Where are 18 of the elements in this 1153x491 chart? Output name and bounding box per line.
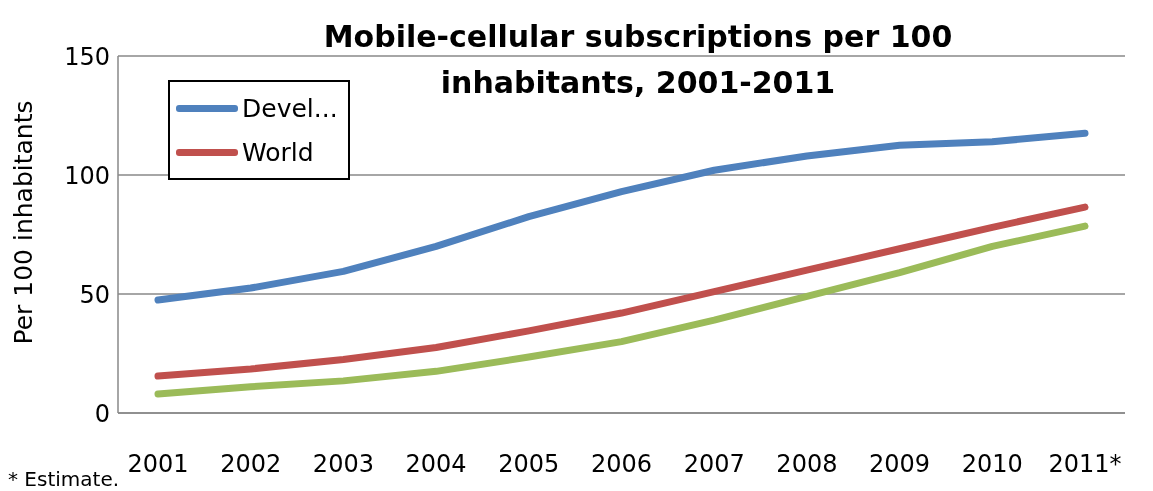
x-tick-label: 2005 — [498, 450, 560, 479]
x-tick-label: 2002 — [220, 450, 282, 479]
x-tick-label: 2009 — [869, 450, 931, 479]
legend-label: World — [242, 137, 314, 167]
text: * Estimate. — [8, 467, 120, 491]
y-tick-label: 100 — [64, 161, 110, 190]
x-tick-label: 2007 — [683, 450, 745, 479]
x-tick-label: 2003 — [312, 450, 374, 479]
x-tick-label: 2001 — [127, 450, 189, 479]
x-tick-label: 2008 — [776, 450, 838, 479]
y-axis-title: Per 100 inhabitants — [8, 100, 38, 345]
x-tick-label: 2004 — [405, 450, 467, 479]
y-tick-label: 150 — [64, 42, 110, 71]
y-tick-label: 0 — [94, 399, 110, 428]
x-tick-label: 2006 — [590, 450, 653, 479]
x-tick-label: 2011* — [1048, 450, 1122, 479]
y-tick-label: 50 — [79, 280, 110, 309]
x-tick-label: 2010 — [961, 450, 1023, 479]
